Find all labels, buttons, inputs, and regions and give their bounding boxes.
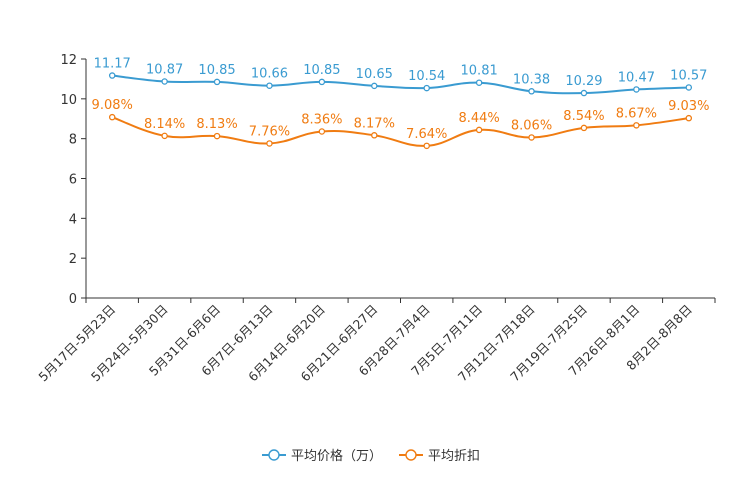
data-label: 8.06% [511,118,552,133]
data-label: 10.57 [670,68,707,83]
y-tick-label: 12 [60,53,77,68]
data-label: 11.17 [94,57,131,72]
data-label: 8.14% [144,117,185,132]
legend-item-0: 平均价格（万） [262,448,382,464]
data-label: 8.67% [616,106,657,121]
data-point [475,79,483,86]
series-1: 9.08% 8.14% 8.13% 7.76% 8.36% 8.17% 7.64% 8.44%… [92,98,709,150]
y-tick-label: 10 [60,93,77,108]
data-label: 10.81 [461,64,498,79]
series-line [112,74,689,95]
data-label: 8.13% [196,117,237,132]
series-line [111,116,689,147]
data-label: 10.29 [565,74,602,89]
data-point [161,78,168,85]
legend-swatch-marker [268,449,280,461]
legend: 平均价格（万） 平均折扣 [262,448,480,464]
data-point [475,126,483,134]
data-point [108,72,116,79]
data-label: 9.08% [92,98,133,113]
legend-swatch-marker [405,449,417,461]
data-label: 10.87 [146,63,183,78]
data-label: 8.17% [354,116,395,131]
data-point [371,132,378,139]
series-0: 11.17 10.87 10.85 10.66 10.85 10.65 10.54 10.81… [94,57,707,97]
data-label: 7.64% [406,127,447,142]
data-point [633,86,640,93]
data-point [318,128,326,135]
y-tick-label: 4 [69,212,77,227]
data-label: 10.85 [198,63,235,78]
data-label: 10.38 [513,72,550,87]
data-point [580,89,588,97]
y-tick-label: 0 [69,292,77,307]
data-point [633,122,640,129]
data-label: 9.03% [668,99,709,114]
data-point [423,84,430,92]
data-point [685,114,693,122]
y-tick-label: 6 [69,173,77,188]
data-point [266,140,273,147]
data-point [580,124,588,132]
data-point [685,84,693,91]
y-tick-label: 2 [69,252,77,267]
data-point [528,88,535,95]
y-tick-label: 8 [69,133,77,148]
data-label: 8.36% [301,112,342,127]
data-label: 7.76% [249,124,290,139]
data-label: 10.85 [303,63,340,78]
series-layer: 11.17 10.87 10.85 10.66 10.85 10.65 10.54 10.81… [92,57,709,150]
data-point [213,78,221,86]
axes: 0246810125月17日-5月23日5月24日-5月30日5月31日-6月6… [35,53,716,384]
legend-item-1: 平均折扣 [399,449,480,464]
data-point [213,132,221,140]
data-point [371,82,378,90]
data-label: 10.47 [618,70,655,85]
data-point [528,134,535,141]
data-label: 8.44% [458,111,499,126]
data-point [161,132,168,140]
data-label: 10.66 [251,67,288,82]
legend-label: 平均价格（万） [291,448,382,464]
legend-label: 平均折扣 [428,449,480,464]
data-label: 10.65 [356,67,393,82]
data-point [318,78,326,86]
data-point [423,142,430,150]
data-point [266,82,273,89]
data-point [108,113,116,121]
data-label: 8.54% [563,109,604,124]
data-label: 10.54 [408,69,445,84]
